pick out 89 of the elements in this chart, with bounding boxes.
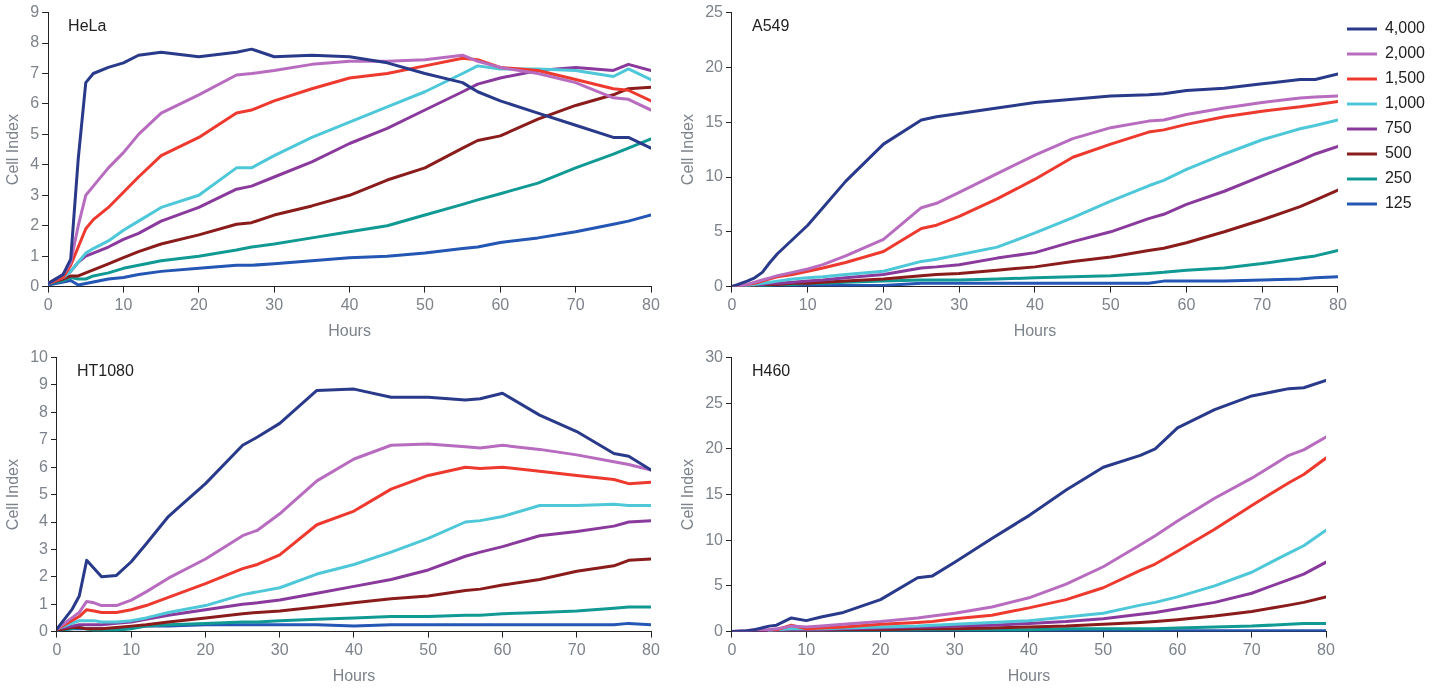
- chart-title: HeLa: [68, 17, 107, 35]
- y-tick-label: 6: [30, 94, 40, 112]
- x-tick-label: 10: [114, 295, 133, 313]
- x-tick-label: 70: [1242, 640, 1261, 658]
- y-tick-label: 1: [30, 246, 40, 264]
- y-tick-label: 6: [39, 457, 49, 475]
- x-tick-label: 50: [419, 640, 438, 658]
- x-tick-label: 40: [340, 295, 359, 313]
- x-tick-label: 40: [345, 640, 363, 658]
- y-tick-label: 5: [714, 222, 724, 240]
- x-tick-label: 0: [727, 640, 737, 658]
- x-tick-label: 30: [270, 640, 289, 658]
- chart-title: HT1080: [77, 362, 135, 380]
- y-axis-title: Cell Index: [4, 459, 22, 531]
- legend-label: 1,000: [1384, 94, 1426, 112]
- legend-label: 750: [1384, 119, 1412, 137]
- x-tick-label: 80: [642, 295, 660, 313]
- y-tick-label: 8: [39, 402, 49, 420]
- x-tick-label: 30: [265, 295, 284, 313]
- y-tick-label: 3: [39, 539, 49, 557]
- y-tick-label: 5: [30, 124, 40, 142]
- x-tick-label: 70: [567, 640, 586, 658]
- y-tick-label: 1: [39, 594, 49, 612]
- chart-title: A549: [752, 17, 790, 35]
- y-tick-label: 10: [30, 348, 49, 366]
- y-tick-label: 5: [714, 576, 724, 594]
- x-tick-label: 80: [1317, 640, 1335, 658]
- x-tick-label: 50: [416, 295, 434, 313]
- legend-label: 1,500: [1384, 69, 1426, 87]
- y-tick-label: 20: [705, 439, 724, 457]
- x-tick-label: 60: [1177, 295, 1196, 313]
- x-tick-label: 50: [1094, 640, 1113, 658]
- y-tick-label: 0: [714, 277, 724, 295]
- x-tick-label: 40: [1026, 295, 1044, 313]
- x-tick-label: 30: [950, 295, 969, 313]
- x-tick-label: 70: [1253, 295, 1272, 313]
- y-tick-label: 4: [39, 512, 49, 530]
- x-tick-label: 40: [1020, 640, 1038, 658]
- x-tick-label: 30: [945, 640, 964, 658]
- x-tick-label: 60: [493, 640, 512, 658]
- x-tick-label: 0: [52, 640, 62, 658]
- y-tick-label: 0: [30, 277, 40, 295]
- y-tick-label: 15: [705, 485, 724, 503]
- x-tick-label: 10: [122, 640, 141, 658]
- x-tick-label: 20: [196, 640, 215, 658]
- y-tick-label: 0: [39, 622, 49, 640]
- x-axis-title: Hours: [332, 666, 376, 684]
- y-tick-label: 25: [705, 3, 724, 21]
- y-tick-label: 2: [30, 216, 40, 234]
- legend-label: 2,000: [1384, 44, 1426, 62]
- legend-label: 500: [1384, 144, 1412, 162]
- y-axis-title: Cell Index: [679, 114, 697, 186]
- y-tick-label: 3: [30, 185, 40, 203]
- x-tick-label: 60: [1168, 640, 1187, 658]
- legend-label: 4,000: [1384, 19, 1426, 37]
- y-tick-label: 5: [39, 485, 49, 503]
- legend-label: 250: [1384, 169, 1412, 187]
- y-tick-label: 10: [705, 530, 724, 548]
- y-tick-label: 20: [705, 57, 724, 75]
- y-tick-label: 7: [39, 430, 49, 448]
- x-tick-label: 80: [642, 640, 660, 658]
- y-tick-label: 10: [705, 167, 724, 185]
- x-tick-label: 50: [1101, 295, 1120, 313]
- y-axis-title: Cell Index: [4, 114, 22, 186]
- legend-label: 125: [1384, 194, 1412, 212]
- x-tick-label: 0: [727, 295, 737, 313]
- y-tick-label: 25: [705, 393, 724, 411]
- y-tick-label: 9: [30, 3, 40, 21]
- y-tick-label: 4: [30, 155, 40, 173]
- x-tick-label: 10: [797, 640, 816, 658]
- y-tick-label: 2: [39, 567, 49, 585]
- y-tick-label: 0: [714, 622, 724, 640]
- x-tick-label: 20: [874, 295, 893, 313]
- y-tick-label: 8: [30, 33, 40, 51]
- x-tick-label: 70: [566, 295, 585, 313]
- x-tick-label: 10: [798, 295, 817, 313]
- x-axis-title: Hours: [1013, 321, 1057, 339]
- chart-title: H460: [752, 362, 791, 380]
- x-tick-label: 20: [871, 640, 890, 658]
- x-tick-label: 80: [1329, 295, 1347, 313]
- x-tick-label: 60: [491, 295, 510, 313]
- y-tick-label: 15: [705, 112, 724, 130]
- x-axis-title: Hours: [328, 321, 371, 339]
- y-tick-label: 30: [705, 348, 724, 366]
- y-axis-title: Cell Index: [679, 459, 697, 531]
- y-tick-label: 9: [39, 375, 49, 393]
- x-tick-label: 20: [189, 295, 208, 313]
- y-tick-label: 7: [30, 63, 40, 81]
- x-axis-title: Hours: [1007, 666, 1051, 684]
